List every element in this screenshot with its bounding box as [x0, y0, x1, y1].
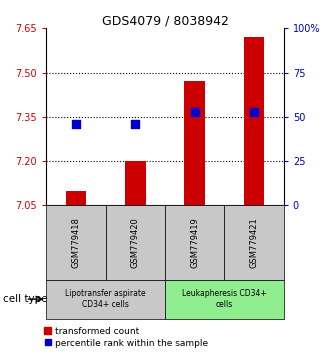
Bar [46, 280, 165, 319]
Legend: transformed count, percentile rank within the sample: transformed count, percentile rank withi… [44, 327, 208, 348]
Text: GSM779419: GSM779419 [190, 217, 199, 268]
Point [251, 109, 257, 114]
Point [192, 109, 197, 114]
Bar [184, 81, 205, 205]
Text: Lipotransfer aspirate
CD34+ cells: Lipotransfer aspirate CD34+ cells [65, 290, 146, 309]
Bar [125, 161, 146, 205]
Bar [106, 205, 165, 280]
Bar [66, 190, 86, 205]
Text: cell type: cell type [3, 294, 48, 304]
Text: Leukapheresis CD34+
cells: Leukapheresis CD34+ cells [182, 290, 267, 309]
Text: GSM779420: GSM779420 [131, 217, 140, 268]
Text: GSM779418: GSM779418 [71, 217, 81, 268]
Bar [165, 280, 284, 319]
Bar [165, 205, 224, 280]
Title: GDS4079 / 8038942: GDS4079 / 8038942 [102, 14, 228, 27]
Bar [46, 205, 106, 280]
Point [73, 121, 79, 127]
Bar [244, 37, 265, 205]
Point [133, 121, 138, 127]
Bar [224, 205, 284, 280]
Text: GSM779421: GSM779421 [249, 217, 259, 268]
